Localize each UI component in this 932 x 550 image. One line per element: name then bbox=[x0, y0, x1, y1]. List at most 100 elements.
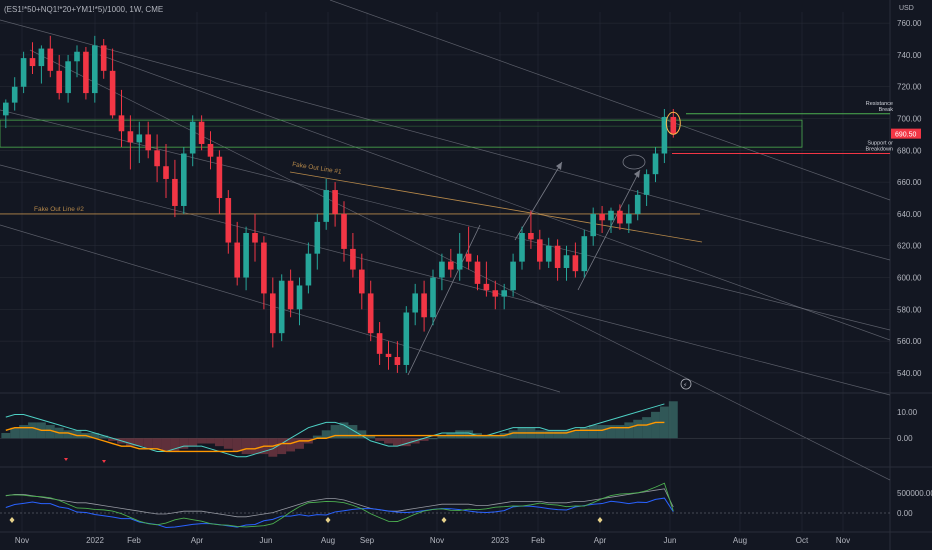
osc1-histogram-bar bbox=[562, 430, 571, 439]
price-tick-label: 620.00 bbox=[897, 242, 922, 251]
oscillator-pane-2: 500000.00 0.00 bbox=[0, 482, 932, 529]
candle-body bbox=[287, 280, 294, 310]
candle-body bbox=[456, 253, 463, 270]
candle-body bbox=[163, 166, 169, 179]
time-tick-label: 2022 bbox=[86, 536, 104, 545]
candle-body bbox=[323, 190, 329, 222]
candle-body bbox=[314, 221, 321, 254]
candle-body bbox=[367, 293, 374, 334]
candle-body bbox=[296, 285, 303, 310]
osc1-histogram-bar bbox=[553, 430, 563, 439]
osc1-histogram-bar bbox=[223, 438, 233, 449]
currency-label: USD bbox=[899, 5, 914, 12]
osc1-tick-label: 10.00 bbox=[897, 408, 918, 417]
price-tick-label: 720.00 bbox=[897, 83, 922, 92]
price-tick-label: 740.00 bbox=[897, 51, 922, 60]
osc1-histogram-bar bbox=[72, 430, 82, 439]
osc1-histogram-bar bbox=[197, 438, 207, 444]
osc2-line-green bbox=[5, 482, 674, 528]
channel-line bbox=[329, 0, 891, 201]
channel-line bbox=[0, 164, 891, 396]
osc1-histogram-bar bbox=[651, 411, 660, 439]
candle-body bbox=[341, 213, 347, 249]
candle-body bbox=[634, 194, 641, 214]
time-tick-label: Jun bbox=[260, 536, 273, 545]
resistance-label: Break bbox=[879, 107, 894, 113]
candle-body bbox=[590, 213, 596, 237]
osc1-histogram-bar bbox=[90, 432, 100, 439]
candle-body bbox=[350, 248, 356, 270]
candle-body bbox=[430, 277, 436, 318]
osc1-histogram-bar bbox=[642, 417, 652, 439]
candle-body bbox=[643, 174, 650, 195]
osc1-histogram-bar bbox=[392, 438, 402, 447]
osc1-histogram-bar bbox=[455, 430, 465, 439]
candle-body bbox=[56, 70, 62, 94]
osc1-histogram-bar bbox=[481, 435, 491, 439]
candle-body bbox=[118, 115, 125, 132]
osc1-signal-marker bbox=[102, 460, 106, 463]
osc1-histogram-bar bbox=[633, 419, 643, 439]
candle-body bbox=[510, 261, 516, 291]
candle-body bbox=[74, 51, 80, 62]
osc1-histogram-bar bbox=[570, 430, 580, 439]
osc2-tick-label: 500000.00 bbox=[897, 489, 932, 498]
fake-out-line-1 bbox=[289, 171, 703, 243]
candle-body bbox=[216, 156, 223, 199]
candle-layer bbox=[3, 35, 681, 373]
candle-body bbox=[29, 58, 36, 67]
candle-body bbox=[270, 293, 276, 334]
candle-body bbox=[252, 233, 258, 243]
osc1-histogram-bar bbox=[268, 438, 278, 457]
osc1-histogram-bar bbox=[1, 432, 11, 439]
time-tick-label: Oct bbox=[796, 536, 809, 545]
candle-body bbox=[403, 312, 410, 365]
candle-body bbox=[501, 290, 507, 297]
candle-body bbox=[412, 293, 418, 313]
candle-body bbox=[448, 261, 454, 270]
candle-body bbox=[474, 261, 481, 284]
price-tick-label: 580.00 bbox=[897, 305, 922, 314]
osc1-histogram-bar bbox=[250, 438, 260, 455]
osc1-histogram-bar bbox=[232, 438, 242, 452]
time-tick-label: Apr bbox=[191, 536, 204, 545]
price-tick-label: 680.00 bbox=[897, 146, 922, 155]
candle-body bbox=[519, 233, 525, 262]
arrow-head bbox=[556, 162, 562, 170]
osc1-histogram-bar bbox=[348, 425, 358, 439]
price-tick-label: 700.00 bbox=[897, 115, 922, 124]
candle-body bbox=[145, 134, 151, 151]
channel-line bbox=[99, 54, 891, 341]
time-tick-label: Feb bbox=[531, 536, 545, 545]
candle-body bbox=[465, 253, 472, 262]
time-tick-label: Nov bbox=[15, 536, 29, 545]
osc1-histogram-bar bbox=[357, 430, 367, 439]
osc1-histogram-bar bbox=[312, 435, 322, 439]
osc1-histogram-bar bbox=[63, 430, 73, 439]
osc1-histogram-bar bbox=[295, 438, 304, 449]
time-tick-label: Nov bbox=[430, 536, 444, 545]
arrow-head bbox=[634, 170, 640, 178]
candle-body bbox=[332, 190, 338, 214]
osc1-histogram-bar bbox=[375, 438, 385, 441]
osc2-signal-diamond bbox=[9, 517, 15, 523]
candle-body bbox=[608, 210, 614, 221]
osc1-histogram-bar bbox=[179, 438, 189, 449]
osc1-histogram-bar bbox=[668, 401, 678, 439]
candle-body bbox=[20, 58, 27, 87]
osc1-histogram-bar bbox=[206, 438, 215, 444]
osc1-slow-line bbox=[5, 421, 665, 453]
osc1-histogram-bar bbox=[624, 422, 634, 439]
osc1-fast-line bbox=[5, 403, 665, 458]
oscillator-pane-1: 10.00 0.00 bbox=[0, 401, 918, 463]
chart-header[interactable]: (ES1!*50+NQ1!*20+YM1!*5)/1000, 1W, CME bbox=[4, 5, 164, 14]
candle-body bbox=[38, 48, 45, 67]
candle-body bbox=[394, 357, 401, 365]
candle-body bbox=[243, 233, 249, 278]
osc1-histogram-bar bbox=[134, 438, 144, 447]
candle-body bbox=[92, 45, 98, 94]
osc2-line-gray bbox=[5, 488, 674, 518]
osc2-signal-diamond bbox=[597, 517, 603, 523]
